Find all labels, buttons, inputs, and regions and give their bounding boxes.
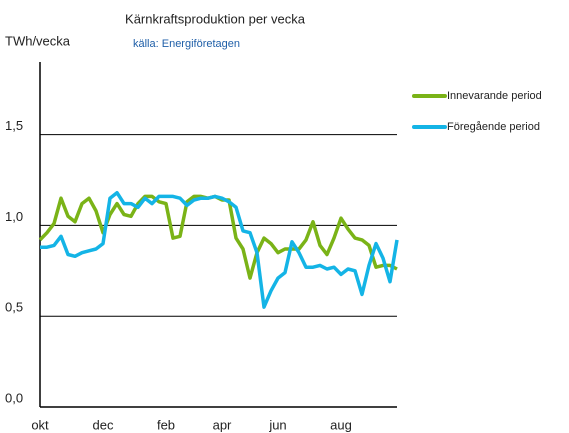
- x-tick-label: apr: [213, 417, 232, 432]
- chart-title: Kärnkraftsproduktion per vecka: [125, 11, 306, 26]
- y-axis-label: TWh/vecka: [5, 33, 71, 48]
- x-tick-label: feb: [157, 417, 175, 432]
- line-series: [40, 190, 399, 309]
- y-tick-label: 1,5: [5, 118, 23, 133]
- y-tick-label: 0,5: [5, 300, 23, 315]
- chart-subtitle: källa: Energiföretagen: [133, 38, 240, 50]
- x-tick-label: okt: [31, 417, 49, 432]
- x-tick-label: aug: [330, 417, 352, 432]
- y-tick-label: 0,0: [5, 390, 23, 405]
- y-tick-label: 1,0: [5, 209, 23, 224]
- line-series: [38, 194, 398, 280]
- x-tick-label: dec: [93, 417, 114, 432]
- x-tick-label: jun: [268, 417, 286, 432]
- legend-label: Föregående period: [447, 121, 540, 133]
- legend-label: Innevarande period: [447, 90, 542, 102]
